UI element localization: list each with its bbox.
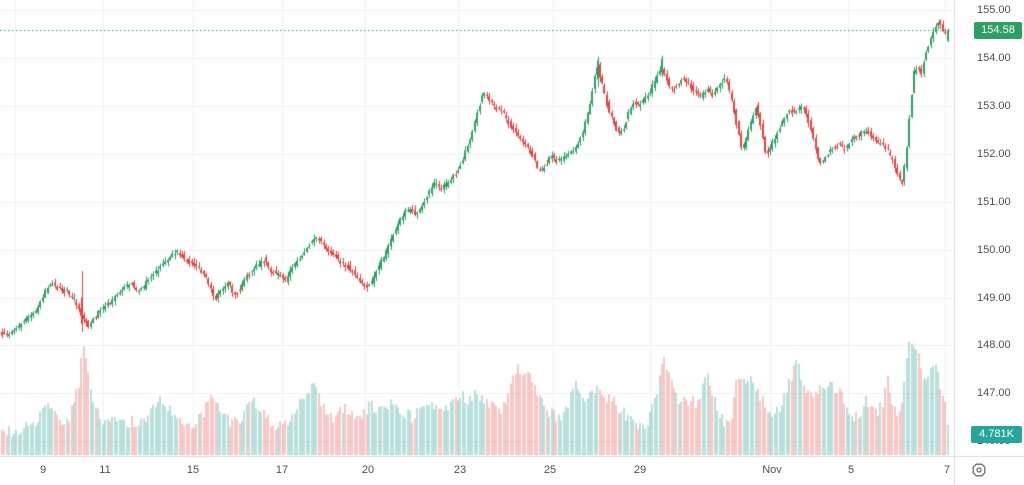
price-axis-label: 153.00: [977, 99, 1011, 112]
last-volume-badge: 4.781K: [971, 425, 1022, 443]
price-axis-label: 151.00: [977, 195, 1011, 208]
time-axis-label: 9: [39, 464, 47, 476]
price-axis-label: 149.00: [977, 291, 1011, 304]
time-axis-label: 17: [275, 464, 289, 476]
last-volume-value: 4.781K: [979, 428, 1014, 440]
price-axis-label: 148.00: [977, 339, 1011, 352]
time-axis-label: 23: [453, 464, 467, 476]
last-price-value: 154.58: [981, 24, 1015, 37]
time-axis-label: 25: [543, 464, 557, 476]
price-axis-label: 155.00: [977, 4, 1011, 17]
chart-settings-button[interactable]: [971, 462, 987, 478]
time-axis-label: 5: [847, 464, 855, 476]
last-price-badge: 154.58: [974, 21, 1022, 39]
price-axis-label: 147.00: [977, 387, 1011, 400]
price-axis-label: 150.00: [977, 243, 1011, 256]
price-axis-label: 154.00: [977, 52, 1011, 64]
time-axis[interactable]: 9 11 15 17 20 23 25 29 Nov 5 7: [0, 457, 1024, 485]
price-axis[interactable]: 155.00 154.00 153.00 152.00 151.00 150.00 149.…: [955, 0, 1024, 457]
settings-octagon-icon: [972, 463, 986, 477]
time-axis-label: Nov: [762, 464, 782, 476]
time-axis-label: 29: [633, 464, 647, 476]
price-axis-label: 152.00: [977, 147, 1011, 160]
time-axis-label: 7: [943, 464, 951, 476]
time-axis-label: 15: [186, 464, 200, 476]
time-axis-label: 11: [99, 464, 111, 476]
time-axis-label: 20: [361, 464, 375, 476]
